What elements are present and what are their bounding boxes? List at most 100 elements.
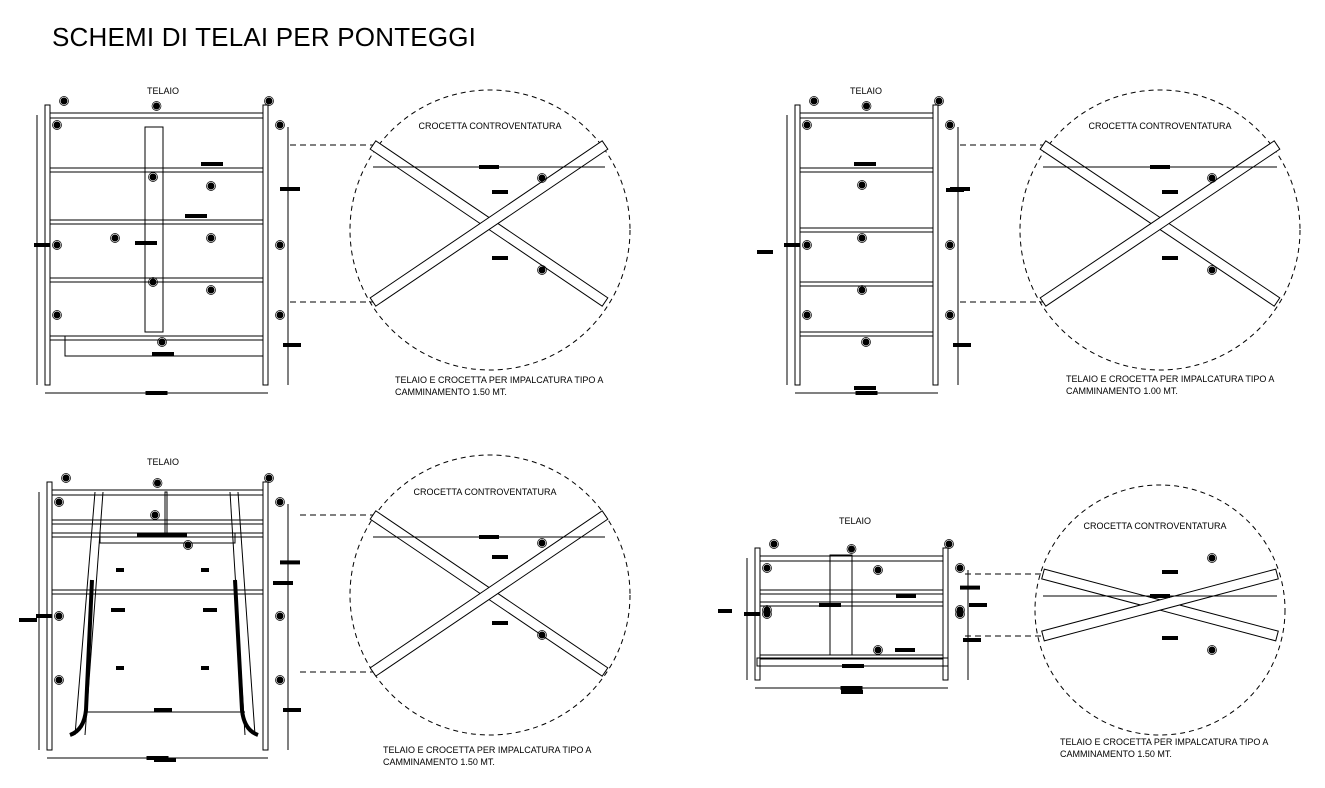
dimension-mark: [819, 603, 841, 607]
bolt-ring: [151, 101, 162, 111]
bolt-ring: [275, 120, 285, 130]
bolt-marker: [946, 311, 954, 319]
bolt-ring: [944, 539, 954, 549]
bolt-marker: [276, 241, 284, 249]
bolt-marker: [153, 102, 160, 110]
dimension-mark: [1162, 256, 1178, 260]
frame-leg-right: [237, 491, 256, 736]
dimension-mark: [757, 250, 773, 254]
bolt-ring: [857, 180, 867, 190]
dimension-mark: [492, 256, 508, 260]
bolt-ring: [54, 611, 64, 621]
bolt-ring: [955, 605, 965, 615]
bolt-ring: [762, 563, 772, 573]
bolt-marker: [53, 241, 61, 249]
frame-rung: [49, 277, 264, 283]
bolt-ring: [1207, 173, 1217, 183]
caption-line-2: CAMMINAMENTO 1.50 MT.: [395, 387, 507, 397]
dimension-mark: [152, 352, 174, 356]
frame-rung: [799, 227, 934, 233]
bolt-ring: [275, 240, 285, 250]
drawing-title: SCHEMI DI TELAI PER PONTEGGI: [52, 22, 477, 52]
dimension-mark: [280, 187, 300, 191]
bolt-marker: [945, 540, 953, 548]
bolt-ring: [1207, 553, 1217, 563]
bolt-marker: [803, 241, 811, 249]
dimension-mark: [201, 666, 209, 670]
bolt-ring: [846, 544, 857, 554]
dimension-mark: [1162, 190, 1178, 194]
caption-line-1: TELAIO E CROCETTA PER IMPALCATURA TIPO A: [1066, 374, 1274, 384]
bolt-ring: [802, 310, 812, 320]
bolt-marker: [276, 612, 284, 620]
reinforced-leg-right: [233, 579, 259, 737]
dimension-mark: [283, 708, 301, 712]
caption-line-1: TELAIO E CROCETTA PER IMPALCATURA TIPO A: [1060, 737, 1268, 747]
bolt-ring: [206, 285, 216, 295]
bolt-marker: [53, 311, 61, 319]
frame-label: TELAIO: [147, 457, 179, 467]
bolt-marker: [848, 545, 855, 553]
dimension-mark: [896, 594, 916, 598]
frame-rung: [49, 167, 264, 173]
dimension-mark: [854, 162, 876, 166]
bolt-marker: [62, 474, 70, 482]
frame-rung: [49, 335, 264, 341]
bolt-marker: [803, 311, 811, 319]
brace-envelope-circle: [1019, 89, 1301, 371]
bolt-ring: [537, 538, 547, 548]
dimension-mark: [479, 165, 499, 169]
frame-rung: [799, 167, 934, 173]
bolt-marker: [55, 498, 63, 506]
brace-label: CROCETTA CONTROVENTATURA: [1088, 121, 1231, 131]
dimension-mark: [185, 214, 207, 218]
bolt-ring: [61, 473, 71, 483]
bolt-marker: [1208, 266, 1216, 274]
dimension-mark: [154, 708, 172, 712]
bolt-ring: [873, 565, 883, 575]
bolt-ring: [275, 497, 285, 507]
reinforced-leg-left: [69, 579, 94, 737]
bolt-ring: [945, 310, 955, 320]
bolt-marker: [158, 338, 166, 346]
bolt-marker: [265, 97, 273, 105]
bolt-ring: [206, 181, 216, 191]
bolt-ring: [809, 96, 819, 106]
bolt-marker: [538, 631, 546, 639]
dimension-mark: [784, 243, 800, 247]
dimension-mark: [718, 609, 732, 613]
frame-post-right: [942, 547, 949, 681]
bolt-marker: [538, 539, 546, 547]
brace-label: CROCETTA CONTROVENTATURA: [418, 121, 561, 131]
bolt-ring: [945, 240, 955, 250]
dimension-mark: [273, 581, 293, 585]
bolt-ring: [1207, 645, 1217, 655]
bolt-marker: [207, 234, 215, 242]
bolt-marker: [149, 173, 157, 181]
frame-label: TELAIO: [147, 86, 179, 96]
bolt-ring: [206, 233, 216, 243]
dimension-mark: [1162, 636, 1178, 640]
bolt-marker: [863, 102, 870, 110]
dimension-mark: [969, 603, 987, 607]
dimension-mark: [36, 614, 52, 618]
dimension-mark: [492, 190, 508, 194]
dimension-mark: [201, 568, 209, 572]
bolt-ring: [802, 240, 812, 250]
bolt-ring: [275, 675, 285, 685]
bolt-marker: [946, 121, 954, 129]
bolt-marker: [763, 564, 771, 572]
dimension-mark: [840, 686, 863, 690]
dimension-mark: [946, 188, 964, 192]
cross-brace-bar: [369, 510, 609, 677]
bolt-marker: [207, 286, 215, 294]
bolt-ring: [955, 563, 965, 573]
bolt-marker: [154, 479, 161, 487]
bolt-ring: [148, 277, 158, 287]
dimension-mark: [280, 560, 300, 565]
bolt-ring: [857, 285, 867, 295]
dimension-mark: [1150, 594, 1170, 598]
bolt-ring: [264, 96, 274, 106]
frame-strut: [164, 491, 168, 538]
dimension-mark: [854, 386, 876, 390]
